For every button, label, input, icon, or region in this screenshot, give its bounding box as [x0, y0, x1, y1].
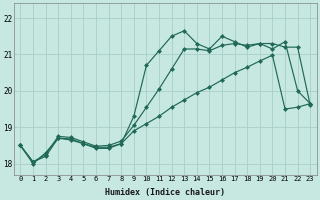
- X-axis label: Humidex (Indice chaleur): Humidex (Indice chaleur): [105, 188, 225, 197]
